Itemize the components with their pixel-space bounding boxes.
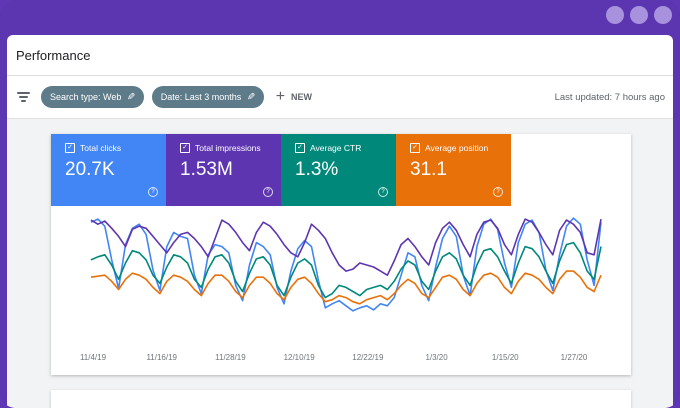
x-tick-label: 11/4/19 — [80, 353, 107, 362]
x-tick-label: 1/27/20 — [561, 353, 588, 362]
filter-icon[interactable] — [15, 89, 31, 105]
new-filter-button[interactable]: + NEW — [276, 89, 312, 105]
app-window: Performance Search type: Web ✎ Date: Las… — [7, 35, 673, 408]
metric-tiles: ✓ Total clicks 20.7K ? ✓ Total impressions… — [51, 134, 631, 206]
metric-value: 20.7K — [65, 159, 115, 180]
new-filter-label: NEW — [291, 92, 313, 102]
x-tick-label: 1/15/20 — [492, 353, 519, 362]
metric-tile-total-impressions[interactable]: ✓ Total impressions 1.53M ? — [166, 134, 281, 206]
help-icon[interactable]: ? — [263, 187, 273, 197]
x-tick-label: 12/22/19 — [352, 353, 384, 362]
metric-tile-total-clicks[interactable]: ✓ Total clicks 20.7K ? — [51, 134, 166, 206]
window-dot[interactable] — [630, 6, 648, 24]
performance-card: ✓ Total clicks 20.7K ? ✓ Total impressions… — [51, 134, 631, 375]
pencil-icon: ✎ — [127, 91, 136, 103]
series-line — [90, 218, 602, 276]
plus-icon: + — [275, 88, 286, 105]
checkbox-icon[interactable]: ✓ — [295, 143, 305, 153]
metric-label: Total impressions — [195, 143, 261, 153]
metric-tile-average-position[interactable]: ✓ Average position 31.1 ? — [396, 134, 511, 206]
checkbox-icon[interactable]: ✓ — [410, 143, 420, 153]
x-tick-label: 11/28/19 — [215, 353, 246, 362]
page-title: Performance — [16, 47, 91, 63]
metric-value: 1.53M — [180, 159, 233, 180]
metric-label: Average position — [425, 143, 489, 153]
series-line — [90, 270, 602, 305]
metric-value: 31.1 — [410, 159, 447, 180]
metric-label: Total clicks — [80, 143, 122, 153]
help-icon[interactable]: ? — [148, 187, 158, 197]
page-header: Performance — [7, 35, 673, 76]
filter-chip-label: Search type: Web — [50, 92, 122, 102]
window-dot[interactable] — [606, 6, 624, 24]
window-dot[interactable] — [654, 6, 672, 24]
metric-value: 1.3% — [295, 159, 339, 180]
report-area: ✓ Total clicks 20.7K ? ✓ Total impressions… — [7, 119, 673, 408]
last-updated-text: Last updated: 7 hours ago — [554, 91, 665, 103]
checkbox-icon[interactable]: ✓ — [180, 143, 190, 153]
pencil-icon: ✎ — [247, 91, 256, 103]
checkbox-icon[interactable]: ✓ — [65, 143, 75, 153]
x-tick-label: 12/10/19 — [284, 353, 316, 362]
x-tick-label: 11/16/19 — [146, 353, 177, 362]
filter-toolbar: Search type: Web ✎ Date: Last 3 months ✎… — [7, 76, 673, 119]
filter-chip-label: Date: Last 3 months — [160, 92, 242, 102]
filter-chip-search-type[interactable]: Search type: Web ✎ — [41, 86, 144, 108]
metric-label: Average CTR — [310, 143, 362, 153]
help-icon[interactable]: ? — [378, 187, 388, 197]
help-icon[interactable]: ? — [493, 187, 503, 197]
window-controls — [606, 6, 672, 24]
series-line — [90, 217, 602, 312]
filter-chip-date[interactable]: Date: Last 3 months ✎ — [151, 86, 264, 108]
series-line — [90, 241, 602, 299]
performance-line-chart[interactable]: 11/4/19 11/16/19 11/28/19 12/10/19 12/22/19 1… — [51, 206, 631, 375]
x-tick-label: 1/3/20 — [425, 353, 448, 362]
metric-tile-average-ctr[interactable]: ✓ Average CTR 1.3% ? — [281, 134, 396, 206]
secondary-card — [51, 390, 631, 408]
